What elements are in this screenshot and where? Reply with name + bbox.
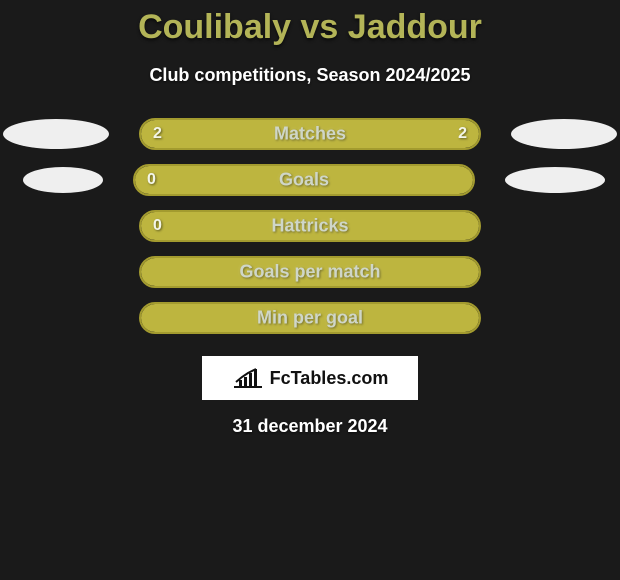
player-left-marker xyxy=(23,167,103,193)
stat-bar-goals: 0 Goals xyxy=(133,164,475,196)
brand-badge: FcTables.com xyxy=(202,356,418,400)
stat-left-value: 0 xyxy=(153,217,162,235)
stat-row-matches: 2 Matches 2 xyxy=(0,118,620,150)
spacer xyxy=(0,303,103,333)
stat-left-value: 0 xyxy=(147,171,156,189)
player-right-marker xyxy=(505,167,605,193)
stat-bar-goals-per-match: Goals per match xyxy=(139,256,481,288)
stat-label: Hattricks xyxy=(271,216,348,237)
player-right-marker xyxy=(511,119,617,149)
player-left-marker xyxy=(3,119,109,149)
stat-row-min-per-goal: Min per goal xyxy=(0,302,620,334)
stat-row-goals: 0 Goals xyxy=(0,164,620,196)
stat-label: Matches xyxy=(274,124,346,145)
spacer xyxy=(0,257,103,287)
page-title: Coulibaly vs Jaddour xyxy=(0,0,620,47)
stat-bar-matches: 2 Matches 2 xyxy=(139,118,481,150)
brand-chart-icon xyxy=(232,367,264,389)
brand-text: FcTables.com xyxy=(270,368,389,389)
subtitle: Club competitions, Season 2024/2025 xyxy=(0,65,620,86)
stat-left-value: 2 xyxy=(153,125,162,143)
stat-bar-hattricks: 0 Hattricks xyxy=(139,210,481,242)
spacer xyxy=(517,303,620,333)
stat-row-goals-per-match: Goals per match xyxy=(0,256,620,288)
stat-label: Goals per match xyxy=(239,262,380,283)
stat-label: Min per goal xyxy=(257,308,363,329)
spacer xyxy=(0,211,103,241)
footer-date: 31 december 2024 xyxy=(0,416,620,437)
stat-label: Goals xyxy=(279,170,329,191)
stat-row-hattricks: 0 Hattricks xyxy=(0,210,620,242)
spacer xyxy=(517,211,620,241)
stat-rows: 2 Matches 2 0 Goals 0 Hattricks xyxy=(0,118,620,334)
stat-right-value: 2 xyxy=(458,125,467,143)
spacer xyxy=(517,257,620,287)
stat-bar-min-per-goal: Min per goal xyxy=(139,302,481,334)
